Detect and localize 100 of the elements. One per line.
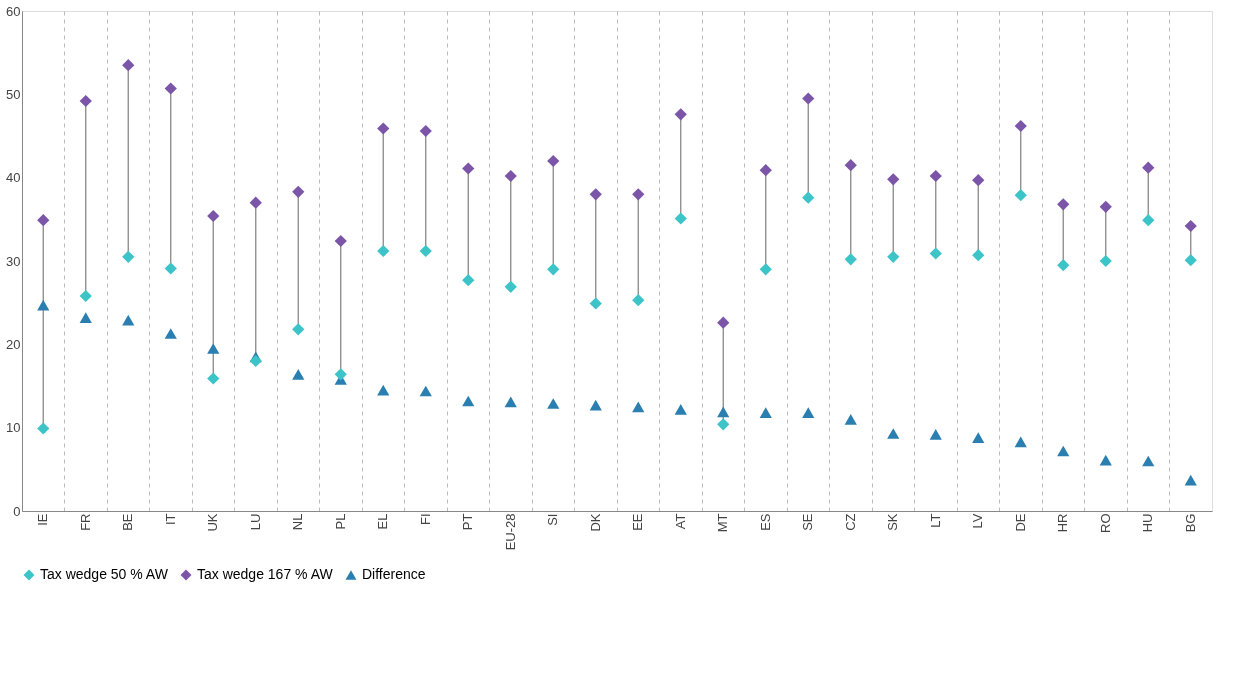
point xyxy=(377,244,390,258)
x-tick-label: LT xyxy=(927,513,943,528)
point xyxy=(802,92,815,105)
point xyxy=(462,162,475,175)
point xyxy=(207,372,220,385)
point xyxy=(717,406,730,418)
point xyxy=(462,395,475,407)
x-tick-label: NL xyxy=(290,513,306,531)
x-tick-label: LV xyxy=(970,513,986,529)
x-tick-label: IT xyxy=(162,513,178,526)
y-tick-label: 40 xyxy=(6,170,21,186)
legend-label: Tax wedge 167 % AW xyxy=(197,566,334,582)
point xyxy=(249,196,262,209)
x-tick-label: BG xyxy=(1182,513,1198,533)
x-tick-label: HU xyxy=(1140,513,1156,533)
point xyxy=(1184,254,1197,267)
point xyxy=(37,214,50,227)
point xyxy=(249,354,262,368)
legend-label: Tax wedge 50 % AW xyxy=(40,566,169,582)
point xyxy=(632,294,645,307)
point xyxy=(1057,259,1070,272)
x-tick-label: DE xyxy=(1012,513,1028,532)
point xyxy=(589,399,602,411)
point xyxy=(887,173,900,186)
x-tick-label: HR xyxy=(1055,513,1071,533)
point xyxy=(674,108,687,121)
point xyxy=(504,169,517,183)
point xyxy=(164,328,177,339)
point xyxy=(972,249,985,262)
point xyxy=(887,250,900,263)
point xyxy=(504,280,517,293)
point xyxy=(1184,474,1197,486)
point xyxy=(929,247,942,260)
point xyxy=(377,122,390,135)
point xyxy=(79,94,92,108)
point xyxy=(632,188,645,201)
point xyxy=(164,82,177,95)
point xyxy=(1184,219,1197,233)
x-tick-label: EE xyxy=(630,513,646,531)
point xyxy=(844,159,857,172)
point xyxy=(717,418,730,431)
point xyxy=(122,250,135,263)
point xyxy=(802,407,815,418)
point xyxy=(1014,436,1027,448)
point xyxy=(419,244,432,258)
x-tick-label: BE xyxy=(120,513,136,531)
point xyxy=(292,369,305,380)
point xyxy=(419,124,432,138)
point xyxy=(929,429,942,440)
x-tick-label: SI xyxy=(545,513,561,526)
point xyxy=(674,212,687,225)
y-tick-label: 50 xyxy=(6,86,21,102)
point xyxy=(632,401,645,413)
x-tick-label: IE xyxy=(35,513,51,526)
point xyxy=(844,414,857,425)
point xyxy=(759,407,772,418)
point xyxy=(1099,454,1112,466)
point xyxy=(122,59,135,72)
y-tick-label: 60 xyxy=(6,3,21,19)
point xyxy=(1057,445,1070,457)
point xyxy=(334,368,347,381)
point xyxy=(887,428,900,439)
x-tick-label: LU xyxy=(247,513,263,531)
point xyxy=(504,396,517,408)
point xyxy=(547,398,560,409)
point xyxy=(589,188,602,201)
point xyxy=(972,174,985,187)
x-tick-label: FR xyxy=(77,513,93,531)
point xyxy=(207,343,220,354)
x-tick-label: CZ xyxy=(842,513,858,531)
x-tick-label: SK xyxy=(885,513,901,531)
point xyxy=(292,185,305,198)
point xyxy=(292,323,305,336)
point xyxy=(1057,198,1070,211)
x-tick-label: AT xyxy=(672,513,688,530)
point xyxy=(164,262,177,275)
x-tick-label: PT xyxy=(460,513,476,531)
point xyxy=(1014,189,1027,202)
point xyxy=(122,314,135,326)
point xyxy=(972,432,985,443)
point xyxy=(717,316,730,329)
point xyxy=(419,385,432,397)
point xyxy=(1099,200,1112,213)
x-tick-label: EL xyxy=(375,513,391,530)
point xyxy=(377,384,390,396)
point xyxy=(37,422,50,435)
x-tick-label: PL xyxy=(332,513,348,530)
point xyxy=(462,274,475,287)
point xyxy=(674,404,687,415)
x-tick-label: SE xyxy=(800,513,816,531)
point xyxy=(1142,161,1155,174)
point xyxy=(1014,119,1027,133)
point xyxy=(547,154,560,168)
point xyxy=(759,263,772,276)
y-tick-label: 0 xyxy=(13,503,21,519)
point xyxy=(802,191,815,204)
legend-label: Difference xyxy=(362,566,426,582)
x-tick-label: EU-28 xyxy=(502,513,518,551)
point xyxy=(547,263,560,276)
point xyxy=(1099,254,1112,268)
